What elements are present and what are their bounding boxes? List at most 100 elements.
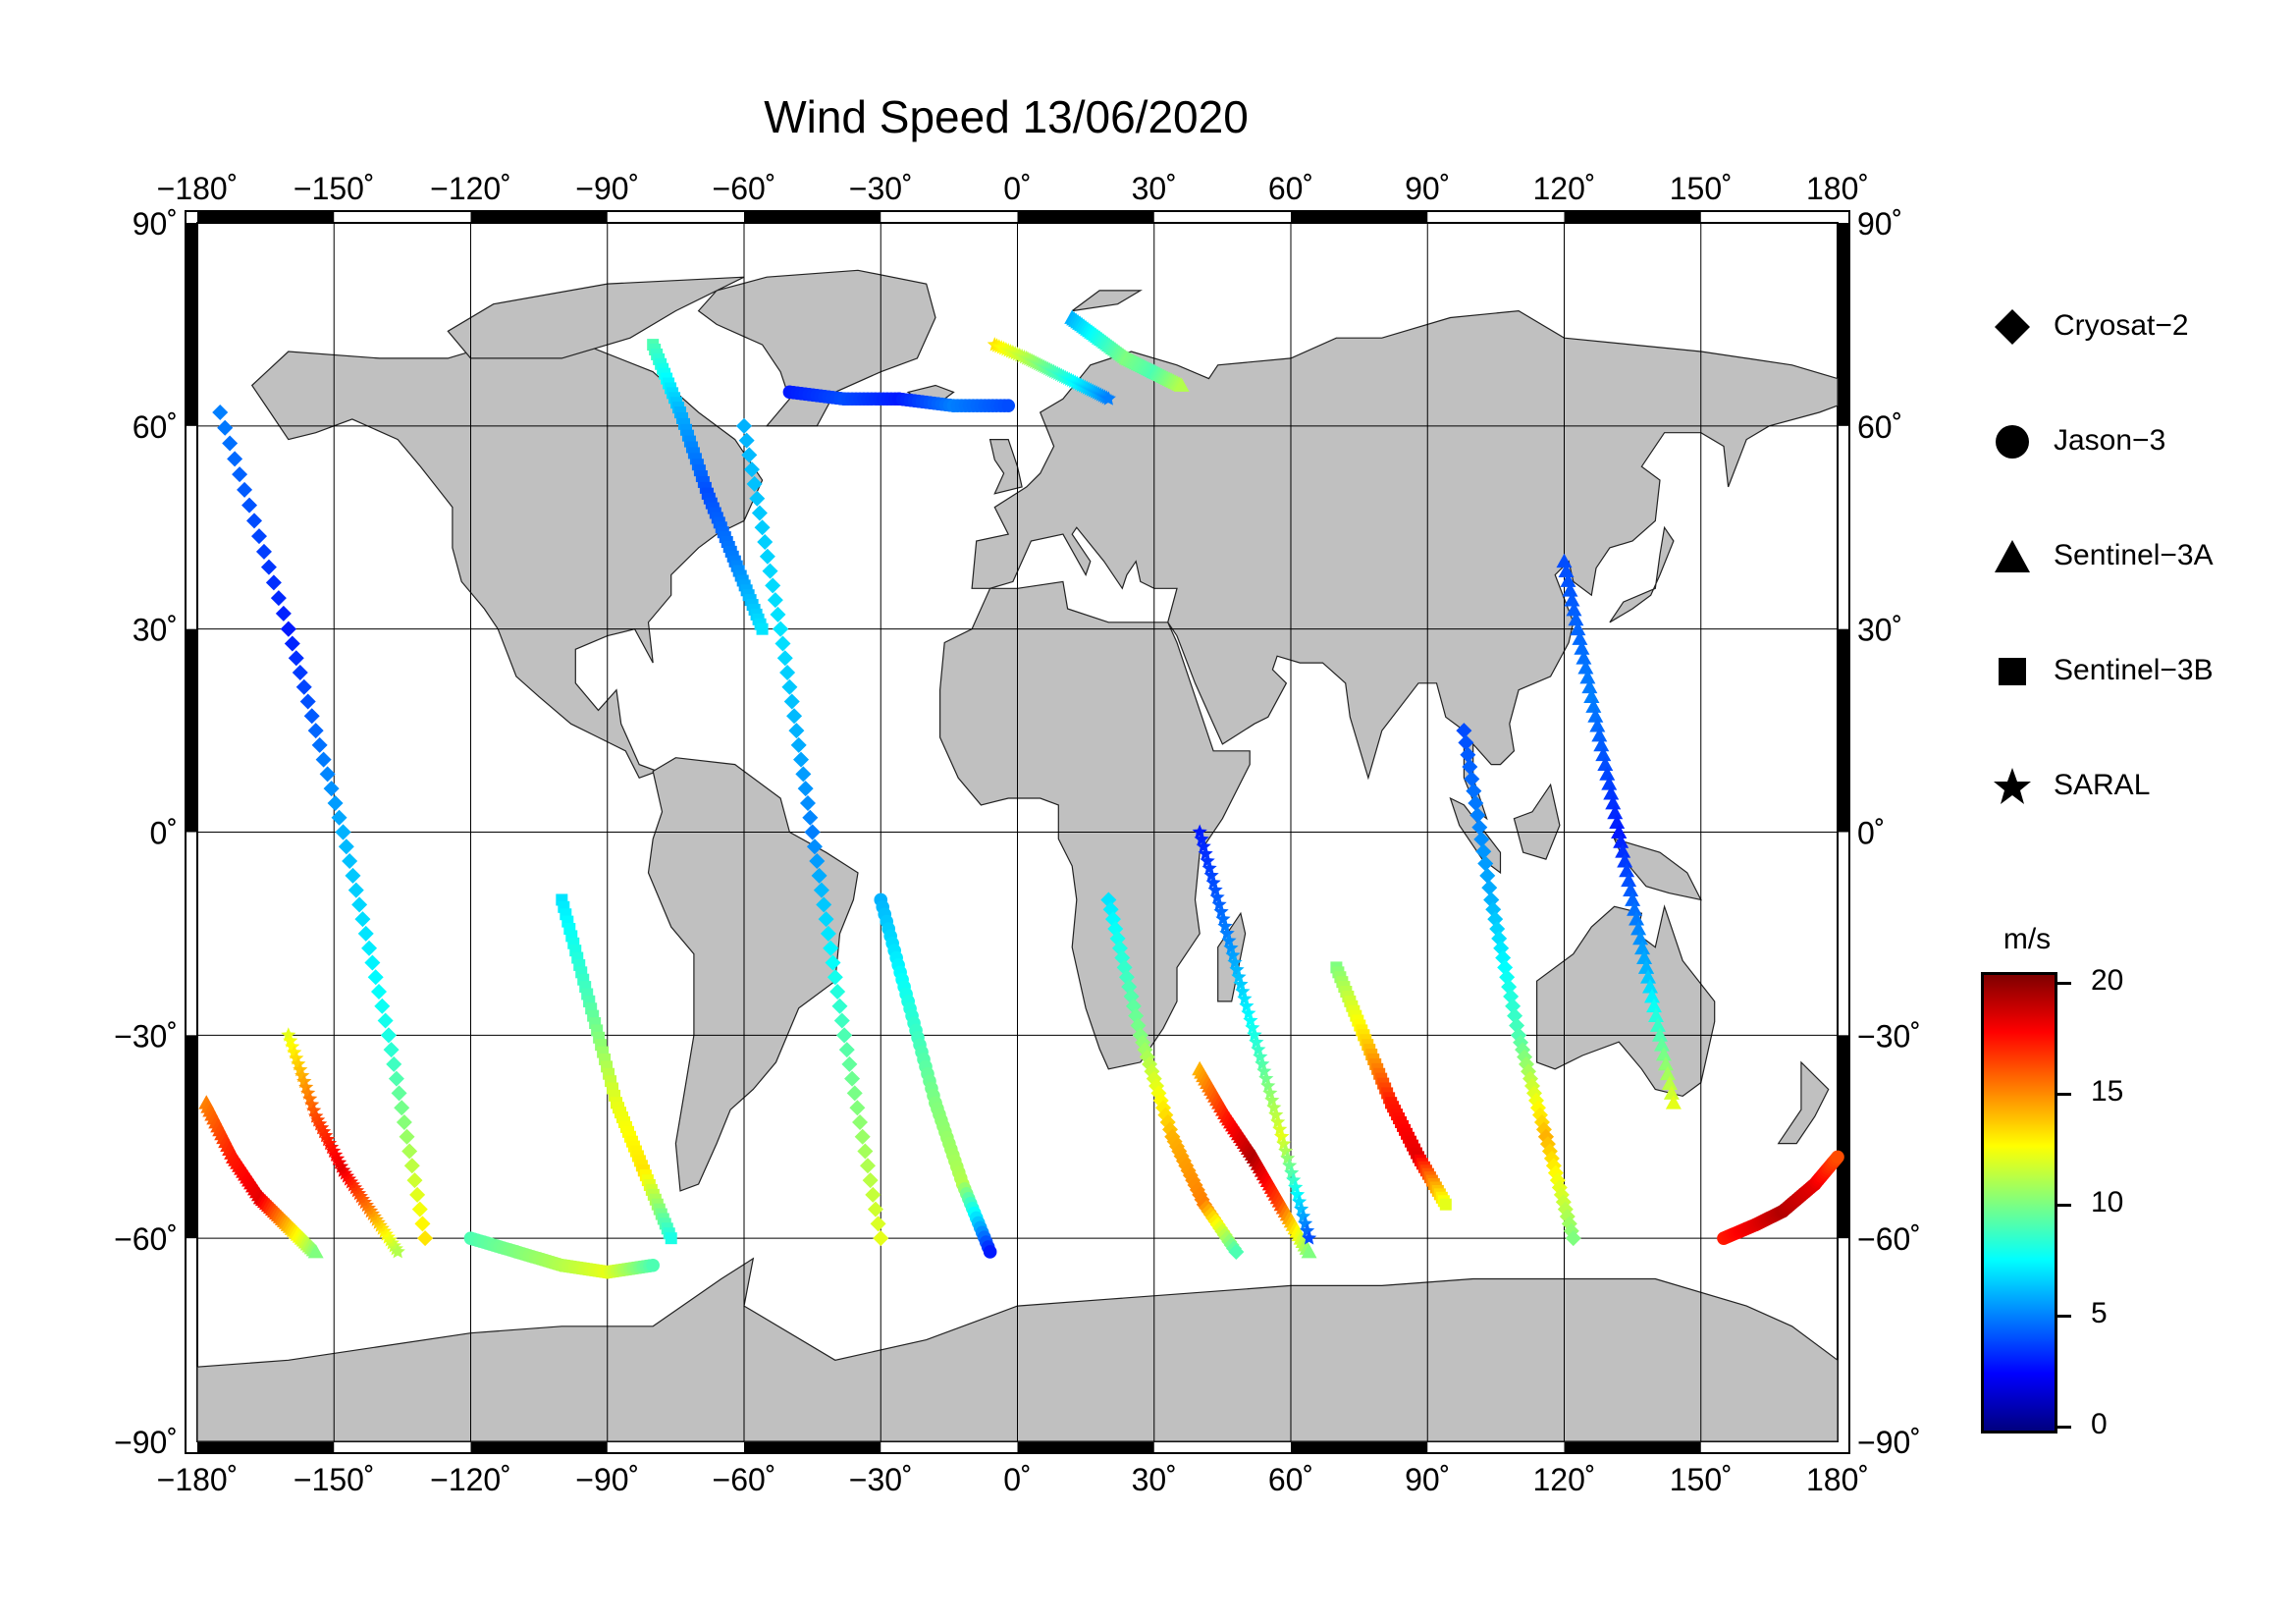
data-point <box>342 853 358 870</box>
data-point <box>295 678 312 695</box>
data-point <box>665 1232 677 1245</box>
data-point <box>759 548 775 565</box>
data-point <box>1211 896 1227 911</box>
data-point <box>1630 920 1647 936</box>
data-point <box>779 664 796 680</box>
map-border-segment <box>1564 1441 1701 1453</box>
lon-tick-label-bottom: 0˚ <box>1003 1462 1031 1497</box>
data-point <box>1245 1019 1260 1035</box>
data-point <box>1300 1222 1315 1238</box>
lat-tick-label-left: 90˚ <box>133 206 178 242</box>
data-point <box>823 940 839 956</box>
lon-tick-label-bottom: 90˚ <box>1405 1462 1450 1497</box>
lon-tick-label-bottom: −90˚ <box>575 1462 639 1497</box>
data-point <box>1194 831 1209 846</box>
data-point <box>776 650 793 667</box>
data-point <box>275 605 292 622</box>
data-point <box>854 1128 871 1145</box>
lon-tick-label-bottom: −120˚ <box>430 1462 511 1497</box>
data-point <box>1255 1055 1270 1071</box>
data-point <box>1642 979 1659 994</box>
data-point <box>1647 1007 1664 1023</box>
data-point <box>1473 831 1490 847</box>
data-point <box>783 693 800 710</box>
data-point <box>773 621 789 637</box>
data-point <box>1593 736 1610 752</box>
data-point <box>827 969 843 986</box>
land-greenland <box>697 269 936 427</box>
data-point <box>1173 377 1190 392</box>
data-point <box>217 419 234 436</box>
map-border-segment <box>1838 628 1849 833</box>
data-point <box>1286 1172 1302 1187</box>
lat-tick-label-left: 60˚ <box>133 409 178 445</box>
lon-tick-label-top: 0˚ <box>1003 171 1031 206</box>
colorbar-tick-label: 0 <box>2091 1408 2108 1440</box>
data-point <box>1587 708 1604 723</box>
data-point <box>1629 911 1645 926</box>
data-point <box>250 528 267 545</box>
data-point <box>1568 611 1584 626</box>
colorbar <box>1981 972 2057 1434</box>
data-point <box>255 543 272 560</box>
data-point <box>746 475 763 492</box>
lon-tick-label-bottom: −60˚ <box>713 1462 776 1497</box>
data-point <box>1225 947 1241 962</box>
data-point <box>364 954 381 971</box>
data-point <box>1217 918 1233 933</box>
data-point <box>788 723 805 739</box>
lon-tick-label-bottom: 120˚ <box>1532 1462 1595 1497</box>
lon-tick-label-top: −180˚ <box>157 171 239 206</box>
data-point <box>1651 1027 1668 1042</box>
data-point <box>1613 834 1629 848</box>
data-point <box>1572 630 1588 645</box>
data-point <box>284 635 300 652</box>
data-point <box>1196 839 1211 853</box>
data-point <box>1200 853 1215 868</box>
data-point <box>1205 875 1221 890</box>
land-borneo <box>1513 783 1561 860</box>
land-japan <box>1609 525 1675 623</box>
data-point <box>1462 759 1478 776</box>
data-point <box>820 925 836 942</box>
data-point <box>1464 771 1480 787</box>
legend-label: Jason−3 <box>2054 424 2166 457</box>
lon-tick-label-top: 30˚ <box>1132 171 1177 206</box>
land-new-zealand <box>1777 1060 1830 1145</box>
data-point <box>1615 843 1631 858</box>
data-point <box>825 954 841 971</box>
data-point <box>757 534 774 551</box>
data-point <box>371 984 388 1001</box>
data-point <box>1644 988 1661 1003</box>
data-point <box>1270 1114 1286 1129</box>
lat-tick-label-right: 90˚ <box>1857 206 1902 242</box>
data-point <box>1632 930 1649 946</box>
data-point <box>797 781 814 797</box>
data-point <box>260 559 277 575</box>
data-point <box>212 405 229 421</box>
data-point <box>311 736 328 753</box>
data-point <box>857 1143 874 1160</box>
map-border-segment <box>744 211 881 223</box>
data-point <box>1607 804 1624 820</box>
data-point <box>813 882 829 898</box>
lon-tick-label-bottom: 150˚ <box>1670 1462 1733 1497</box>
data-point <box>1258 1070 1274 1086</box>
data-point <box>756 622 769 635</box>
data-point <box>357 925 374 942</box>
map-border-segment <box>1564 211 1701 223</box>
data-point <box>1565 1230 1581 1247</box>
data-point <box>1256 1063 1272 1078</box>
data-point <box>1301 1243 1317 1259</box>
data-point <box>338 839 354 855</box>
data-point <box>307 723 324 739</box>
data-point <box>1198 845 1213 861</box>
data-point <box>1570 621 1586 636</box>
data-point <box>1469 807 1486 824</box>
data-point <box>1278 1143 1294 1158</box>
lon-tick-label-top: −120˚ <box>430 171 511 206</box>
lat-tick-label-left: −60˚ <box>114 1221 178 1257</box>
data-point <box>1562 582 1578 597</box>
data-point <box>751 505 768 521</box>
data-point <box>1585 698 1602 713</box>
